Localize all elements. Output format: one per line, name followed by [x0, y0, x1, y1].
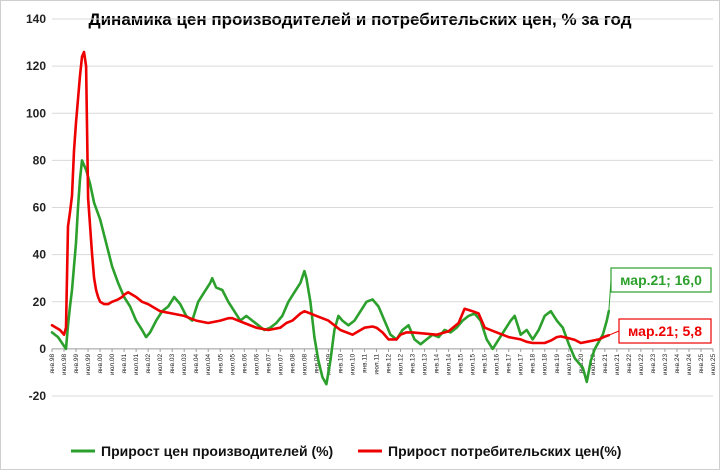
x-tick-label: янв.16 [482, 354, 489, 374]
x-tick-label: янв.98 [49, 354, 56, 374]
x-tick-label: янв.01 [121, 354, 128, 374]
x-axis: янв.98 июл.98 янв.99 июл.99 янв.00 июл.00 янв.… [49, 348, 717, 376]
x-tick-label: июл.15 [470, 354, 477, 376]
x-tick-label: янв.23 [650, 354, 657, 374]
x-tick-label: янв.18 [530, 354, 537, 374]
callouts: мар.21; 16,0 мар.21; 5,8 [608, 267, 712, 344]
x-tick-label: июл.00 [109, 354, 116, 376]
y-tick-label: 0 [39, 342, 46, 356]
x-tick-label: июл.22 [638, 354, 645, 376]
x-tick-label: июл.18 [542, 354, 549, 376]
x-tick-label: янв.08 [289, 354, 296, 374]
x-tick-label: янв.04 [193, 354, 200, 374]
y-tick-label: 100 [26, 106, 46, 120]
callout-label: мар.21; 16,0 [620, 272, 702, 288]
x-tick-label: янв.09 [313, 354, 320, 374]
y-tick-label: 20 [33, 295, 47, 309]
x-tick-label: янв.14 [434, 354, 441, 374]
x-tick-label: июл.03 [181, 354, 188, 376]
y-tick-label: -20 [29, 389, 47, 403]
x-tick-label: июл.24 [686, 354, 693, 376]
x-tick-label: янв.20 [578, 354, 585, 374]
series-line [50, 159, 611, 386]
x-tick-label: июл.23 [662, 354, 669, 376]
callout-box [610, 267, 712, 293]
x-tick-label: июл.04 [205, 354, 212, 376]
x-tick-label: июл.06 [253, 354, 260, 376]
x-tick-label: июл.14 [446, 354, 453, 376]
y-tick-label: 80 [33, 153, 47, 167]
x-tick-label: янв.07 [265, 354, 272, 374]
x-tick-label: июл.25 [710, 354, 717, 376]
series-line [50, 50, 611, 345]
y-tick-label: 140 [26, 12, 46, 26]
callout-box [618, 318, 712, 344]
x-tick-label: июл.05 [229, 354, 236, 376]
legend: Прирост цен производителей (%) Прирост по… [71, 443, 621, 459]
x-tick-label: янв.99 [73, 354, 80, 374]
x-tick-label: янв.24 [674, 354, 681, 374]
x-tick-label: янв.05 [217, 354, 224, 374]
grid-lines [52, 18, 713, 397]
x-tick-label: янв.25 [698, 354, 705, 374]
y-axis: -20 0 20 40 60 80 100 120 140 [26, 12, 46, 403]
x-tick-label: янв.12 [386, 354, 393, 374]
x-tick-label: июл.19 [566, 354, 573, 376]
x-tick-label: июл.01 [133, 354, 140, 376]
x-tick-label: янв.19 [554, 354, 561, 374]
x-tick-label: июл.08 [301, 354, 308, 376]
x-tick-label: янв.11 [361, 353, 368, 373]
y-tick-label: 120 [26, 59, 46, 73]
x-tick-label: июл.98 [61, 354, 68, 376]
x-tick-label: янв.21 [602, 354, 609, 374]
x-tick-label: янв.02 [145, 354, 152, 374]
series-lines [50, 50, 611, 386]
x-tick-label: янв.22 [626, 354, 633, 374]
x-tick-label: июл.11 [373, 353, 380, 374]
legend-label: Прирост цен производителей (%) [101, 443, 333, 459]
x-tick-label: июл.17 [518, 354, 525, 376]
x-tick-label: янв.03 [169, 354, 176, 374]
x-tick-label: июл.10 [349, 354, 356, 376]
y-tick-label: 60 [33, 201, 47, 215]
x-tick-label: янв.10 [337, 354, 344, 374]
x-tick-label: июл.16 [494, 354, 501, 376]
callout-leader [608, 330, 620, 336]
x-tick-label: июл.12 [398, 354, 405, 376]
x-tick-label: янв.06 [241, 354, 248, 374]
callout-label: мар.21; 5,8 [628, 323, 702, 339]
x-tick-label: янв.15 [458, 354, 465, 374]
x-tick-label: июл.07 [277, 354, 284, 376]
x-tick-label: июл.20 [590, 354, 597, 376]
x-tick-label: янв.17 [506, 354, 513, 374]
x-tick-label: июл.02 [157, 354, 164, 376]
x-tick-label: июл.21 [614, 354, 621, 376]
y-tick-label: 40 [33, 248, 47, 262]
x-tick-label: янв.13 [410, 354, 417, 374]
x-tick-label: янв.00 [97, 354, 104, 374]
x-tick-label: июл.13 [422, 354, 429, 376]
x-tick-label: июл.99 [85, 354, 92, 376]
legend-label: Прирост потребительских цен(%) [388, 443, 621, 459]
